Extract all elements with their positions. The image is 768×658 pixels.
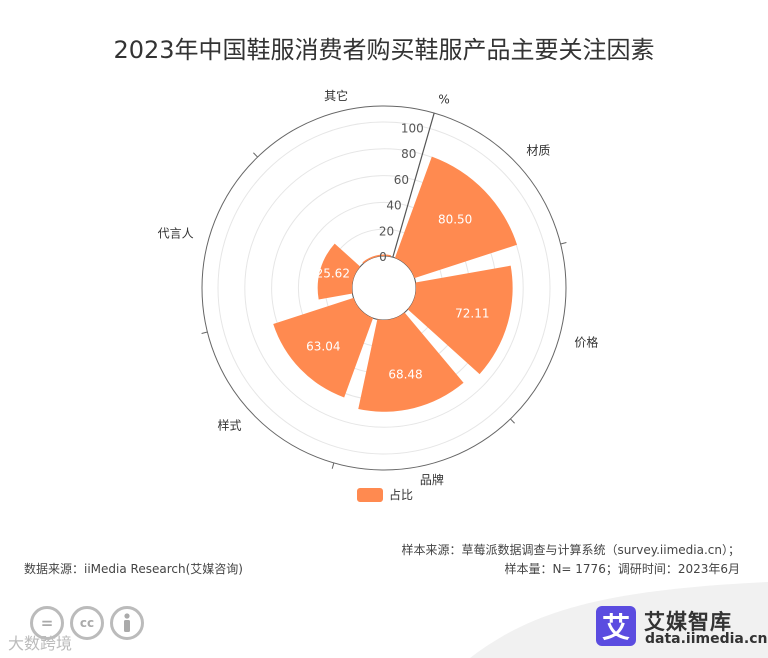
bar-价格 (407, 265, 513, 375)
radius-tick-label: 40 (386, 199, 401, 213)
angle-tick (331, 462, 335, 469)
category-label: 材质 (526, 143, 550, 157)
data-label: 25.62 (316, 266, 350, 280)
bar-材质 (394, 156, 518, 279)
angle-tick (510, 418, 515, 424)
radius-tick-label: 0 (379, 250, 387, 264)
category-label: 价格 (574, 335, 598, 350)
data-label: 68.48 (388, 367, 422, 381)
data-label: 72.11 (455, 306, 489, 320)
data-source: 数据来源：iiMedia Research(艾媒咨询) (24, 562, 243, 576)
bar-其它 (362, 254, 391, 264)
bar-品牌 (358, 312, 464, 412)
data-label: 1.13 (359, 234, 386, 248)
grid-ring (244, 148, 524, 428)
radius-axis-unit: % (438, 92, 449, 106)
angle-axis-circle (201, 105, 567, 471)
angle-tick (201, 331, 208, 334)
cc-equal-icon: = (30, 606, 64, 640)
bar-代言人 (317, 243, 361, 300)
chart-title: 2023年中国鞋服消费者购买鞋服产品主要关注因素 (113, 36, 655, 64)
inner-circle (351, 255, 417, 321)
radius-tick-label: 100 (401, 121, 424, 135)
radius-axis-line (392, 112, 435, 258)
category-label: 样式 (218, 418, 242, 433)
data-label: 80.50 (438, 212, 472, 226)
watermark: 大数跨境 (8, 634, 73, 653)
angle-tick (253, 152, 258, 158)
sample-source: 样本来源：草莓派数据调查与计算系统（survey.iimedia.cn）； (401, 543, 740, 557)
brand-url: data.iimedia.cn (645, 631, 768, 647)
brand-name: 艾媒智库 (644, 610, 732, 634)
brand-logo-icon: 艾 (596, 606, 636, 646)
cc-icon: cc (70, 606, 104, 640)
grid-ring (217, 121, 551, 455)
category-label: 代言人 (158, 226, 194, 240)
cc-by-icon (110, 606, 144, 640)
bar-样式 (273, 297, 374, 398)
data-label: 63.04 (306, 340, 340, 354)
legend-swatch (357, 487, 383, 502)
polar-bar-chart: 0 20 40 60 80 100% 80.50 72.11 68.48 63.04 25.62 1.… (158, 88, 599, 487)
radius-tick-label: 80 (401, 147, 416, 161)
radius-tick-label: 20 (379, 224, 394, 238)
angle-tick (560, 242, 567, 245)
legend[interactable]: 占比 (357, 486, 413, 503)
radius-tick-label: 60 (394, 173, 409, 187)
legend-label: 占比 (389, 488, 414, 502)
category-label: 其它 (324, 88, 348, 103)
category-label: 品牌 (420, 473, 444, 487)
sample-size: 样本量：N= 1776；调研时间：2023年6月 (504, 562, 740, 576)
